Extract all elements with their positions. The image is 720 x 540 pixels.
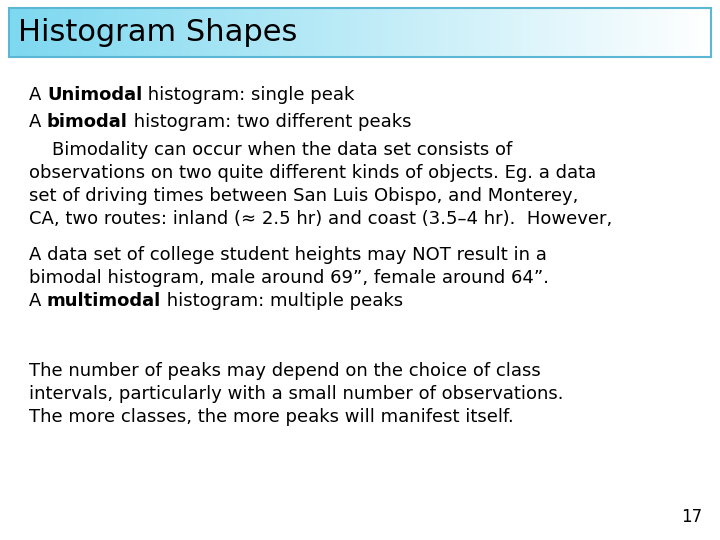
Text: bimodal: bimodal <box>47 113 128 131</box>
Text: histogram: single peak: histogram: single peak <box>142 86 354 104</box>
Text: A: A <box>29 113 47 131</box>
Text: Unimodal: Unimodal <box>47 86 142 104</box>
Text: A data set of college student heights may NOT result in a
bimodal histogram, mal: A data set of college student heights ma… <box>29 246 549 287</box>
Text: Histogram Shapes: Histogram Shapes <box>18 18 297 47</box>
Bar <box>9 8 711 57</box>
Text: A: A <box>29 292 47 309</box>
Text: histogram: multiple peaks: histogram: multiple peaks <box>161 292 403 309</box>
Text: 17: 17 <box>681 509 702 526</box>
Text: Bimodality can occur when the data set consists of
observations on two quite dif: Bimodality can occur when the data set c… <box>29 141 612 228</box>
Text: The number of peaks may depend on the choice of class
intervals, particularly wi: The number of peaks may depend on the ch… <box>29 362 563 426</box>
Text: histogram: two different peaks: histogram: two different peaks <box>128 113 411 131</box>
Text: A: A <box>29 86 47 104</box>
Text: multimodal: multimodal <box>47 292 161 309</box>
